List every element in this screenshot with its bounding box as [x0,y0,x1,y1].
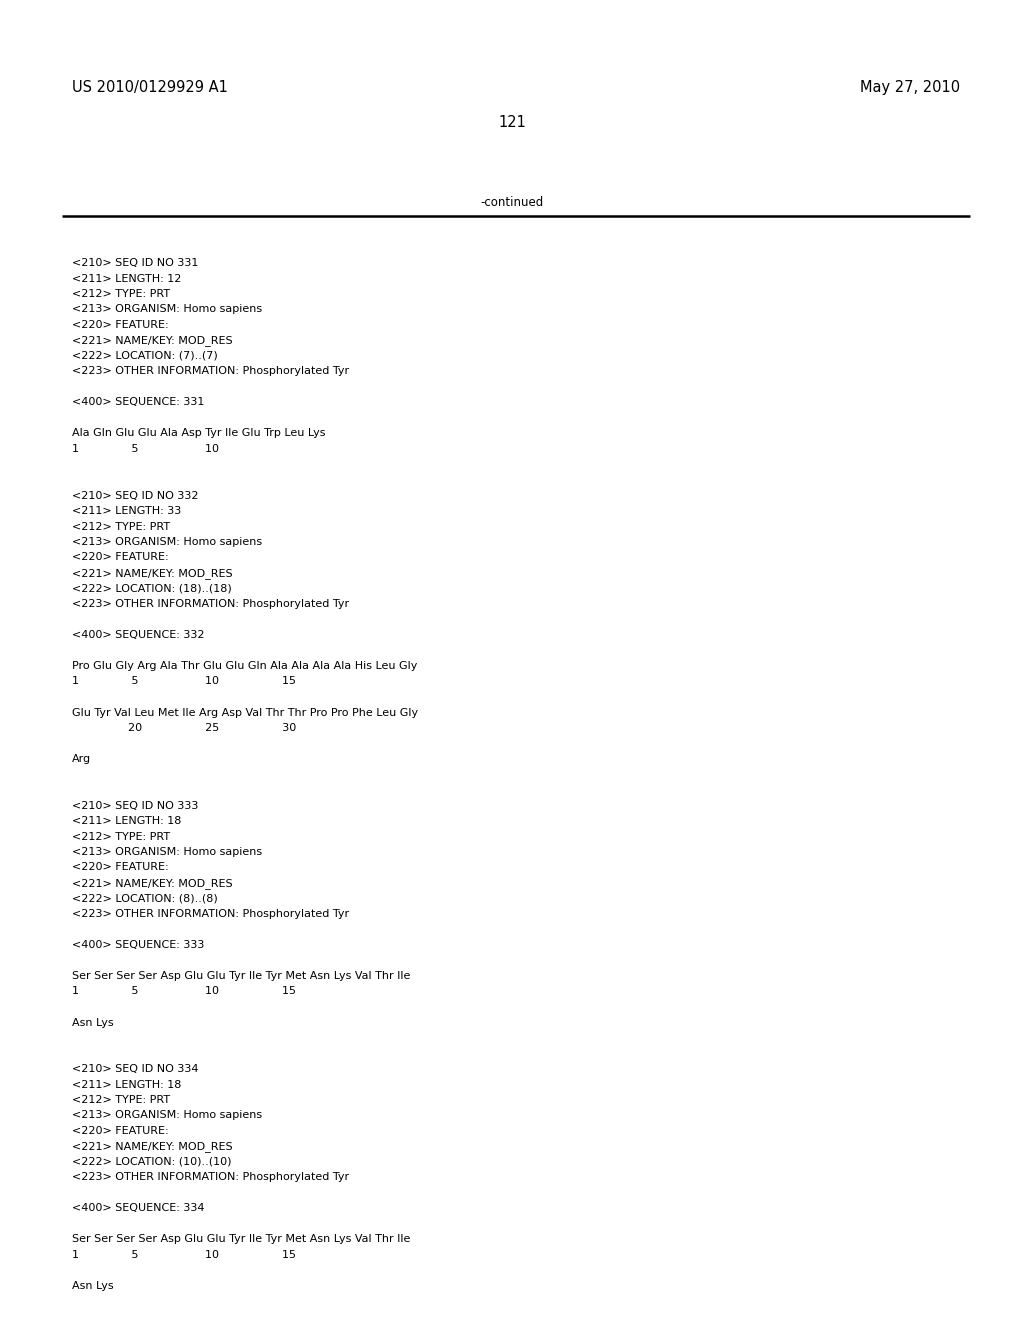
Text: Pro Glu Gly Arg Ala Thr Glu Glu Gln Ala Ala Ala Ala His Leu Gly: Pro Glu Gly Arg Ala Thr Glu Glu Gln Ala … [72,661,418,671]
Text: <400> SEQUENCE: 331: <400> SEQUENCE: 331 [72,397,205,408]
Text: <400> SEQUENCE: 333: <400> SEQUENCE: 333 [72,940,205,950]
Text: <211> LENGTH: 33: <211> LENGTH: 33 [72,506,181,516]
Text: <222> LOCATION: (10)..(10): <222> LOCATION: (10)..(10) [72,1158,231,1167]
Text: <223> OTHER INFORMATION: Phosphorylated Tyr: <223> OTHER INFORMATION: Phosphorylated … [72,599,349,609]
Text: <220> FEATURE:: <220> FEATURE: [72,319,169,330]
Text: <210> SEQ ID NO 332: <210> SEQ ID NO 332 [72,491,199,500]
Text: <220> FEATURE:: <220> FEATURE: [72,553,169,562]
Text: <210> SEQ ID NO 334: <210> SEQ ID NO 334 [72,1064,199,1074]
Text: <212> TYPE: PRT: <212> TYPE: PRT [72,521,170,532]
Text: <221> NAME/KEY: MOD_RES: <221> NAME/KEY: MOD_RES [72,335,232,346]
Text: Asn Lys: Asn Lys [72,1280,114,1291]
Text: 1               5                   10                  15: 1 5 10 15 [72,1250,296,1261]
Text: <213> ORGANISM: Homo sapiens: <213> ORGANISM: Homo sapiens [72,847,262,857]
Text: <212> TYPE: PRT: <212> TYPE: PRT [72,1096,170,1105]
Text: <400> SEQUENCE: 334: <400> SEQUENCE: 334 [72,1204,205,1213]
Text: <210> SEQ ID NO 333: <210> SEQ ID NO 333 [72,800,199,810]
Text: <221> NAME/KEY: MOD_RES: <221> NAME/KEY: MOD_RES [72,878,232,888]
Text: <213> ORGANISM: Homo sapiens: <213> ORGANISM: Homo sapiens [72,1110,262,1121]
Text: <222> LOCATION: (7)..(7): <222> LOCATION: (7)..(7) [72,351,218,360]
Text: <213> ORGANISM: Homo sapiens: <213> ORGANISM: Homo sapiens [72,305,262,314]
Text: 1               5                   10                  15: 1 5 10 15 [72,986,296,997]
Text: <212> TYPE: PRT: <212> TYPE: PRT [72,289,170,300]
Text: <223> OTHER INFORMATION: Phosphorylated Tyr: <223> OTHER INFORMATION: Phosphorylated … [72,1172,349,1183]
Text: <211> LENGTH: 18: <211> LENGTH: 18 [72,1080,181,1089]
Text: May 27, 2010: May 27, 2010 [860,81,961,95]
Text: Asn Lys: Asn Lys [72,1018,114,1027]
Text: Ser Ser Ser Ser Asp Glu Glu Tyr Ile Tyr Met Asn Lys Val Thr Ile: Ser Ser Ser Ser Asp Glu Glu Tyr Ile Tyr … [72,1234,411,1245]
Text: -continued: -continued [480,195,544,209]
Text: <221> NAME/KEY: MOD_RES: <221> NAME/KEY: MOD_RES [72,1142,232,1152]
Text: <223> OTHER INFORMATION: Phosphorylated Tyr: <223> OTHER INFORMATION: Phosphorylated … [72,909,349,919]
Text: <211> LENGTH: 18: <211> LENGTH: 18 [72,816,181,826]
Text: <223> OTHER INFORMATION: Phosphorylated Tyr: <223> OTHER INFORMATION: Phosphorylated … [72,367,349,376]
Text: 121: 121 [498,115,526,129]
Text: Ser Ser Ser Ser Asp Glu Glu Tyr Ile Tyr Met Asn Lys Val Thr Ile: Ser Ser Ser Ser Asp Glu Glu Tyr Ile Tyr … [72,972,411,981]
Text: Arg: Arg [72,754,91,764]
Text: <222> LOCATION: (18)..(18): <222> LOCATION: (18)..(18) [72,583,231,594]
Text: <220> FEATURE:: <220> FEATURE: [72,1126,169,1137]
Text: <210> SEQ ID NO 331: <210> SEQ ID NO 331 [72,257,199,268]
Text: <211> LENGTH: 12: <211> LENGTH: 12 [72,273,181,284]
Text: US 2010/0129929 A1: US 2010/0129929 A1 [72,81,228,95]
Text: 20                  25                  30: 20 25 30 [72,723,296,733]
Text: <213> ORGANISM: Homo sapiens: <213> ORGANISM: Homo sapiens [72,537,262,546]
Text: <400> SEQUENCE: 332: <400> SEQUENCE: 332 [72,630,205,640]
Text: <222> LOCATION: (8)..(8): <222> LOCATION: (8)..(8) [72,894,218,903]
Text: 1               5                   10: 1 5 10 [72,444,219,454]
Text: 1               5                   10                  15: 1 5 10 15 [72,676,296,686]
Text: Glu Tyr Val Leu Met Ile Arg Asp Val Thr Thr Pro Pro Phe Leu Gly: Glu Tyr Val Leu Met Ile Arg Asp Val Thr … [72,708,418,718]
Text: <220> FEATURE:: <220> FEATURE: [72,862,169,873]
Text: <212> TYPE: PRT: <212> TYPE: PRT [72,832,170,842]
Text: Ala Gln Glu Glu Ala Asp Tyr Ile Glu Trp Leu Lys: Ala Gln Glu Glu Ala Asp Tyr Ile Glu Trp … [72,429,326,438]
Text: <221> NAME/KEY: MOD_RES: <221> NAME/KEY: MOD_RES [72,568,232,579]
